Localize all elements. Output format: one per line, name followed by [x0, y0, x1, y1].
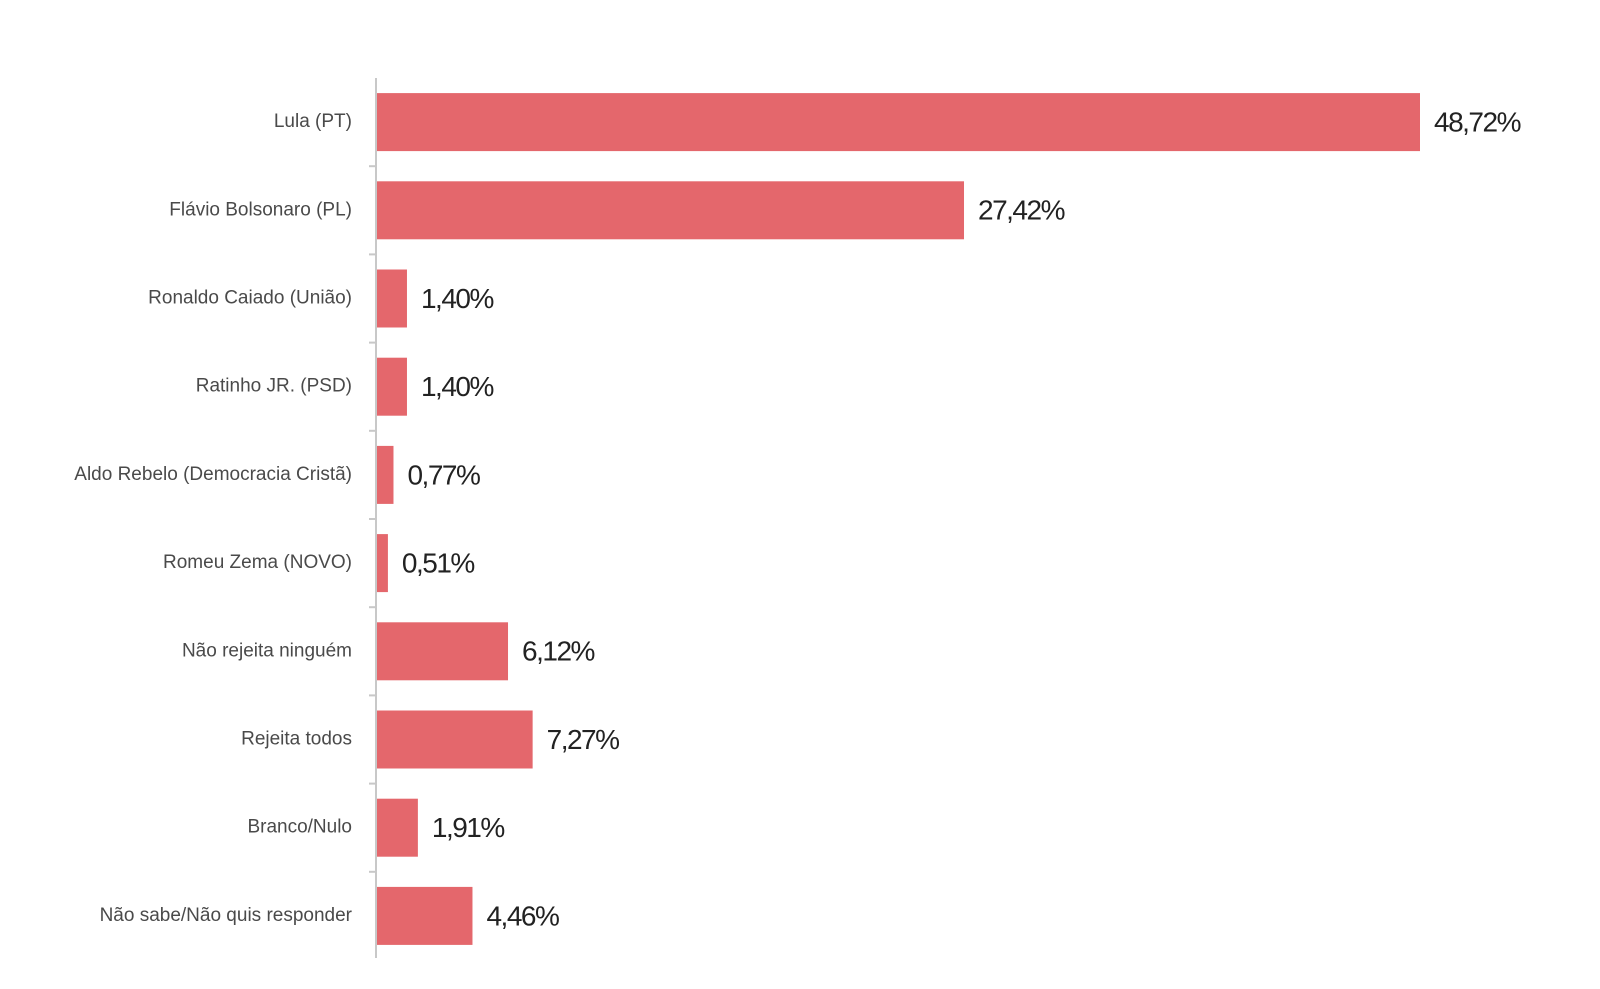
bar	[377, 534, 388, 593]
category-label: Não sabe/Não quis responder	[100, 905, 353, 926]
value-label: 7,27%	[547, 724, 619, 755]
bar	[377, 269, 407, 328]
bar	[377, 357, 407, 416]
bar	[377, 445, 394, 504]
category-label: Flávio Bolsonaro (PL)	[169, 199, 352, 220]
value-label: 6,12%	[522, 636, 594, 667]
bar	[377, 710, 533, 769]
value-label: 1,40%	[421, 371, 493, 402]
category-label: Rejeita todos	[241, 729, 352, 750]
value-label: 1,91%	[432, 812, 504, 843]
category-label: Romeu Zema (NOVO)	[163, 552, 352, 573]
category-label: Não rejeita ninguém	[182, 640, 352, 661]
category-label: Ratinho JR. (PSD)	[196, 376, 352, 397]
category-label: Ronaldo Caiado (União)	[148, 288, 352, 309]
value-label: 1,40%	[421, 283, 493, 314]
value-label: 27,42%	[978, 195, 1065, 226]
bar	[377, 798, 418, 857]
value-label: 4,46%	[486, 900, 558, 931]
value-label: 0,77%	[407, 459, 479, 490]
bar	[377, 93, 1420, 152]
bar	[377, 886, 473, 945]
bar	[377, 181, 965, 240]
value-label: 0,51%	[402, 547, 474, 578]
bar	[377, 622, 509, 681]
category-label: Aldo Rebelo (Democracia Cristã)	[74, 464, 352, 485]
category-label: Branco/Nulo	[247, 817, 352, 838]
value-label: 48,72%	[1434, 106, 1521, 137]
category-label: Lula (PT)	[274, 111, 352, 132]
